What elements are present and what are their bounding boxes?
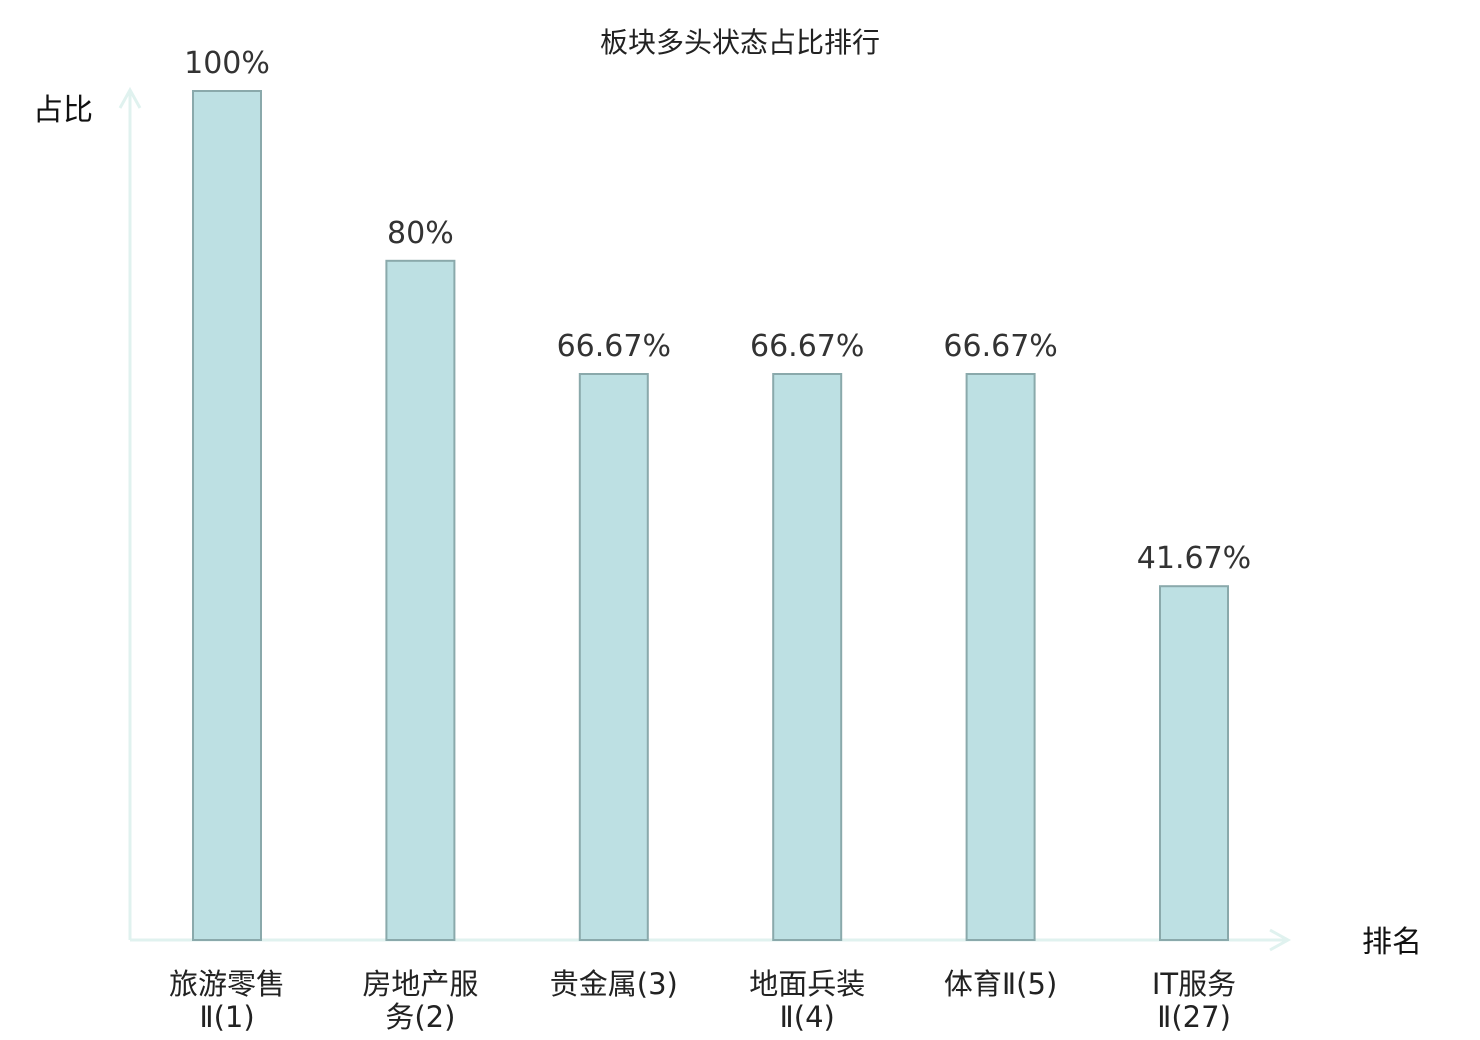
x-tick-label: 体育Ⅱ(5)	[944, 967, 1057, 1001]
bar	[1159, 585, 1229, 941]
x-tick-label: 地面兵装	[749, 967, 865, 1001]
data-label: 66.67%	[750, 329, 864, 364]
bar	[192, 90, 262, 941]
x-tick-label: 房地产服	[362, 967, 478, 1001]
x-tick-label: IT服务	[1152, 967, 1236, 1001]
x-axis-arrow	[1269, 928, 1292, 952]
bar	[965, 373, 1036, 941]
x-tick-label: Ⅱ(4)	[780, 1000, 835, 1034]
x-tick-label: 贵金属(3)	[550, 967, 678, 1001]
x-tick-label: Ⅱ(27)	[1157, 1000, 1231, 1034]
y-axis-arrow	[118, 86, 142, 109]
x-axis-label: 排名	[1362, 925, 1422, 960]
bar	[772, 373, 843, 941]
chart-title: 板块多头状态占比排行	[600, 26, 880, 59]
bar	[578, 373, 649, 941]
data-label: 100%	[184, 46, 270, 81]
x-tick-label: 旅游零售	[169, 967, 285, 1001]
value-labels: 100% 80% 66.67% 66.67% 66.67% 41.67%	[184, 46, 1251, 576]
data-label: 41.67%	[1137, 541, 1251, 576]
bar	[385, 259, 456, 941]
data-label: 80%	[387, 216, 454, 251]
axes	[118, 86, 1292, 952]
data-label: 66.67%	[557, 329, 671, 364]
y-axis-label: 占比	[33, 93, 93, 128]
data-label: 66.67%	[943, 329, 1057, 364]
bars	[192, 90, 1229, 941]
x-tick-label: 务(2)	[385, 1000, 455, 1034]
x-tick-label: Ⅱ(1)	[199, 1000, 254, 1034]
